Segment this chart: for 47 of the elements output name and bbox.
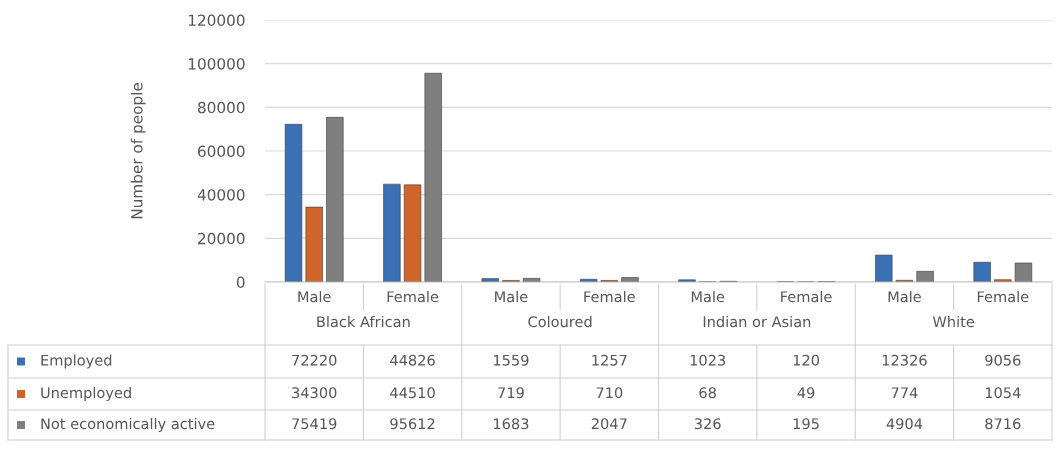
data-label: 710 — [596, 387, 623, 399]
data-label: 75419 — [292, 418, 337, 430]
x-tick-label: Female — [387, 290, 439, 303]
y-tick-label: 100000 — [188, 58, 245, 70]
data-label: 1023 — [690, 354, 726, 366]
data-label: 1257 — [592, 354, 627, 366]
data-label: 1054 — [985, 387, 1021, 399]
legend-label: Employed — [41, 354, 112, 369]
y-tick-label: 120000 — [188, 14, 245, 27]
data-label: 12326 — [882, 354, 927, 366]
y-tick-label: 0 — [236, 276, 245, 289]
x-tick-label: Male — [691, 290, 725, 303]
data-label: 1683 — [493, 418, 529, 430]
text: Coloured — [528, 315, 592, 328]
data-label: 719 — [498, 387, 524, 399]
x-tick-label: Male — [888, 290, 921, 303]
data-label: 72220 — [292, 354, 337, 366]
data-label: 8716 — [985, 418, 1021, 430]
data-label: 34300 — [292, 387, 337, 399]
data-label: 9056 — [985, 354, 1021, 366]
text: White — [932, 315, 975, 328]
data-label: 120 — [793, 354, 820, 366]
legend-label: Unemployed — [41, 386, 131, 402]
x-tick-label: Female — [584, 290, 635, 303]
data-label: 95612 — [390, 418, 435, 430]
data-label: 4904 — [886, 418, 923, 430]
data-label: 774 — [891, 387, 918, 399]
y-tick-label: 60000 — [198, 145, 245, 158]
data-label: 49 — [797, 387, 815, 399]
x-tick-label: Male — [495, 290, 528, 303]
data-label: 1559 — [493, 354, 529, 366]
data-label: 44826 — [390, 354, 435, 366]
data-label: 68 — [699, 387, 716, 399]
y-tick-label: 20000 — [198, 232, 245, 245]
data-label: 195 — [793, 418, 819, 430]
data-label: 2047 — [591, 418, 627, 430]
text: Black African — [317, 315, 410, 328]
data-label: 44510 — [390, 387, 435, 399]
text: Indian or Asian — [703, 315, 811, 328]
legend-label: Not economically active — [41, 417, 215, 433]
x-tick-label: Male — [298, 290, 331, 303]
y-tick-label: 40000 — [197, 189, 245, 201]
x-tick-label: Female — [977, 290, 1029, 303]
data-label: 326 — [694, 418, 721, 430]
y-axis-title: Number of people — [130, 83, 146, 219]
y-tick-label: 80000 — [197, 101, 245, 114]
x-tick-label: Female — [781, 290, 832, 303]
